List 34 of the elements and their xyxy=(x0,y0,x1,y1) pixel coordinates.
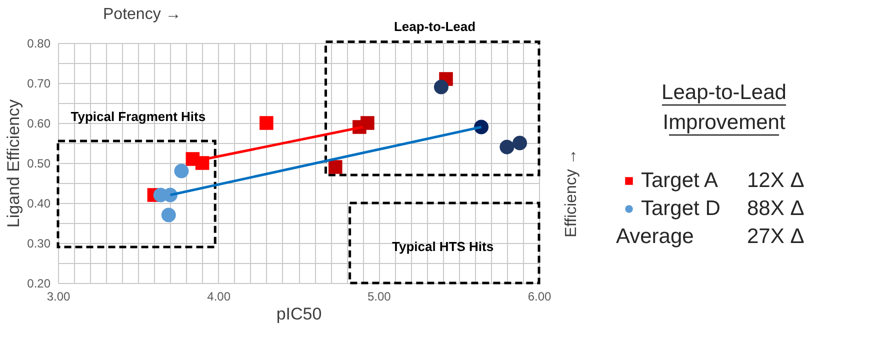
y-tick-label: 0.40 xyxy=(27,196,51,210)
x-tick-label: 3.00 xyxy=(46,290,70,304)
y-tick-label: 0.50 xyxy=(27,156,51,170)
x-tick-label: 6.00 xyxy=(528,290,552,304)
text: Average xyxy=(616,225,694,248)
text: Leap-to-Lead xyxy=(394,19,476,34)
text: Efficiency → xyxy=(563,148,580,238)
text: Potency → xyxy=(103,6,182,23)
point xyxy=(260,116,274,130)
annotation: Typical Fragment Hits xyxy=(70,109,206,124)
annotation: Typical HTS Hits xyxy=(392,239,494,254)
point xyxy=(174,164,189,178)
y-tick-label: 0.60 xyxy=(27,116,51,130)
x-tick-label: 4.00 xyxy=(207,290,231,304)
point xyxy=(500,140,514,154)
y-axis-title: Ligand Efficiency xyxy=(4,98,24,228)
point xyxy=(328,160,342,174)
point xyxy=(434,80,448,94)
point xyxy=(512,136,528,150)
x-tick-label: 5.00 xyxy=(367,290,392,304)
y-tick-label: 0.80 xyxy=(27,36,51,50)
x-axis-title: pIC50 xyxy=(276,304,322,324)
y-tick-label: 0.70 xyxy=(27,76,51,90)
y-tick-label: 0.20 xyxy=(27,276,51,290)
legend-title: Leap-to-Lead Improvement xyxy=(662,81,786,134)
point xyxy=(195,156,210,170)
point xyxy=(360,116,374,130)
legend-label: Target D xyxy=(641,197,720,220)
text: 88X Δ xyxy=(747,197,804,220)
point xyxy=(161,208,176,222)
text: 12X Δ xyxy=(747,169,804,192)
legend-label: Target A xyxy=(641,169,718,192)
text: 27X Δ xyxy=(747,225,804,248)
y-tick-label: 0.30 xyxy=(27,236,51,250)
